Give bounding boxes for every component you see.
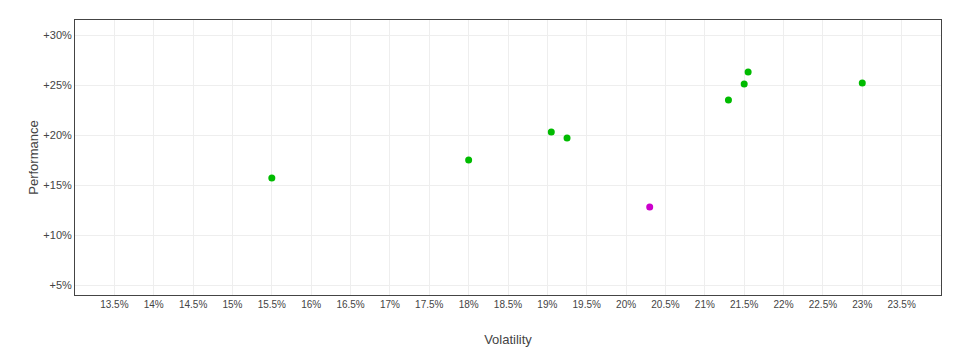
svg-text:17%: 17% [380, 299, 400, 310]
svg-text:21.5%: 21.5% [730, 299, 758, 310]
svg-text:+25%: +25% [43, 79, 72, 91]
svg-text:16.5%: 16.5% [336, 299, 364, 310]
svg-text:+5%: +5% [49, 279, 72, 291]
svg-text:14.5%: 14.5% [179, 299, 207, 310]
svg-text:23.5%: 23.5% [887, 299, 915, 310]
svg-text:21%: 21% [695, 299, 715, 310]
svg-text:19.5%: 19.5% [573, 299, 601, 310]
svg-text:18.5%: 18.5% [494, 299, 522, 310]
svg-text:+15%: +15% [43, 179, 72, 191]
svg-text:+30%: +30% [43, 29, 72, 41]
svg-text:16%: 16% [301, 299, 321, 310]
svg-text:Performance: Performance [26, 120, 41, 194]
svg-text:+10%: +10% [43, 229, 72, 241]
svg-text:20.5%: 20.5% [651, 299, 679, 310]
svg-text:22.5%: 22.5% [809, 299, 837, 310]
svg-text:15.5%: 15.5% [258, 299, 286, 310]
svg-text:23%: 23% [852, 299, 872, 310]
svg-text:19%: 19% [537, 299, 557, 310]
svg-text:+20%: +20% [43, 129, 72, 141]
svg-text:22%: 22% [774, 299, 794, 310]
svg-text:18%: 18% [459, 299, 479, 310]
svg-text:14%: 14% [144, 299, 164, 310]
svg-text:20%: 20% [616, 299, 636, 310]
svg-text:Volatility: Volatility [484, 332, 532, 347]
svg-text:13.5%: 13.5% [100, 299, 128, 310]
svg-text:15%: 15% [222, 299, 242, 310]
svg-text:17.5%: 17.5% [415, 299, 443, 310]
